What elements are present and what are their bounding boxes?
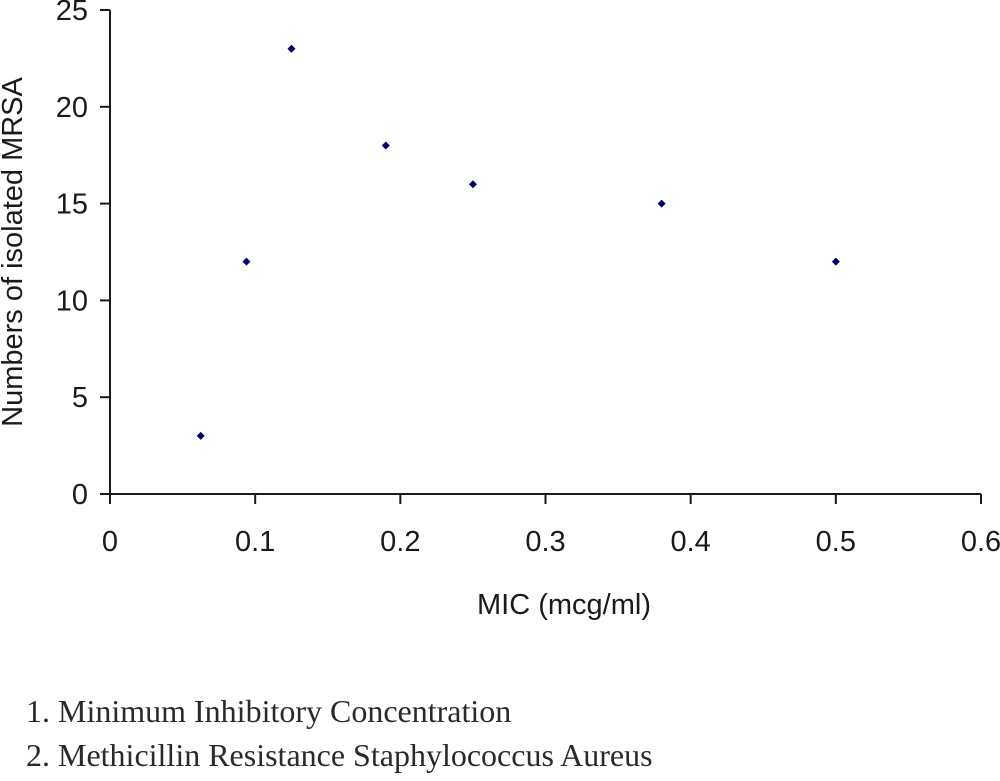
y-tick-label: 20 xyxy=(56,92,88,124)
data-point xyxy=(468,180,477,189)
x-tick-label: 0.6 xyxy=(961,526,1000,558)
data-point xyxy=(196,431,205,440)
y-tick-label: 10 xyxy=(56,285,88,317)
data-points xyxy=(196,44,840,440)
axes xyxy=(109,10,981,495)
x-tick-label: 0.3 xyxy=(525,526,565,558)
footnote-mrsa: 2. Methicillin Resistance Staphylococcus… xyxy=(26,737,653,773)
x-axis-ticks: 0 0.1 0.2 0.3 0.4 0.5 0.6 xyxy=(102,494,1000,558)
footnote-mic: 1. Minimum Inhibitory Concentration xyxy=(26,693,512,729)
y-tick-label: 0 xyxy=(72,479,88,511)
y-tick-label: 5 xyxy=(72,382,88,414)
data-point xyxy=(287,44,296,53)
data-point xyxy=(242,257,251,266)
x-tick-label: 0.1 xyxy=(235,526,275,558)
x-axis-title: MIC (mcg/ml) xyxy=(477,589,651,621)
x-tick-label: 0 xyxy=(102,526,118,558)
data-point xyxy=(657,199,666,208)
data-point xyxy=(381,141,390,150)
x-tick-label: 0.4 xyxy=(671,526,711,558)
y-axis-title: Numbers of isolated MRSA xyxy=(0,76,29,426)
y-axis-ticks: 0 5 10 15 20 25 xyxy=(56,0,110,511)
y-tick-label: 15 xyxy=(56,189,88,221)
data-point xyxy=(831,257,840,266)
y-tick-label: 25 xyxy=(56,0,88,27)
x-tick-label: 0.2 xyxy=(380,526,420,558)
x-tick-label: 0.5 xyxy=(816,526,856,558)
